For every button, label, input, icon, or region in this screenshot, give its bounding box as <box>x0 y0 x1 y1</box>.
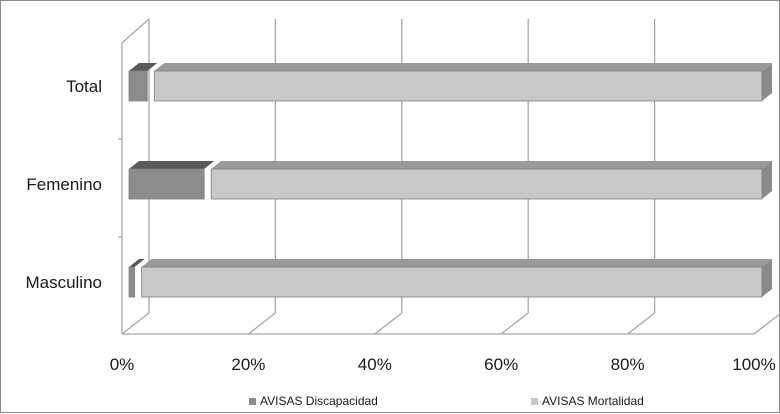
floor-gridline <box>500 312 529 335</box>
bar-avisas-mortalidad <box>153 70 763 102</box>
bar-avisas-mortalidad <box>141 266 763 298</box>
floor-gridline <box>753 312 780 335</box>
x-tick-label: 100% <box>732 355 775 374</box>
legend-swatch <box>531 398 538 405</box>
category-label: Total <box>66 77 102 96</box>
floor-gridline <box>627 312 655 335</box>
bar-side-face <box>762 161 772 199</box>
x-tick-label: 40% <box>358 355 392 374</box>
bar-side-face <box>762 63 772 101</box>
legend: AVISAS Discapacidad AVISAS Mortalidad <box>249 394 644 408</box>
bar-top-avisas-mortalidad <box>141 259 772 267</box>
legend-label: AVISAS Mortalidad <box>542 394 644 408</box>
y-axis-top-edge <box>121 18 150 44</box>
bar-avisas-discapacidad <box>128 168 205 200</box>
bar-side-face <box>762 259 772 297</box>
floor-gridline <box>121 312 150 335</box>
bar-avisas-discapacidad <box>128 266 136 298</box>
bar-avisas-mortalidad <box>210 168 763 200</box>
x-tick-label: 60% <box>484 355 518 374</box>
bars-layer <box>128 63 772 298</box>
bar-top-avisas-discapacidad <box>129 259 145 267</box>
bar-avisas-discapacidad <box>128 70 148 102</box>
bar-top-avisas-discapacidad <box>129 161 215 169</box>
x-tick-label: 20% <box>231 355 265 374</box>
x-tick-label: 80% <box>611 355 645 374</box>
bar-top-avisas-mortalidad <box>211 161 772 169</box>
category-label: Femenino <box>26 175 102 194</box>
bar-top-avisas-discapacidad <box>129 63 158 71</box>
floor-gridline <box>248 312 276 335</box>
axis-layer: Total Femenino Masculino 0% 20% 40% 60% 80% 100% <box>25 77 775 374</box>
legend-label: AVISAS Discapacidad <box>260 394 378 408</box>
x-tick-label: 0% <box>110 355 135 374</box>
category-label: Masculino <box>25 273 102 292</box>
legend-swatch <box>249 398 256 405</box>
floor-gridline <box>374 312 403 335</box>
bar-top-avisas-mortalidad <box>154 63 772 71</box>
